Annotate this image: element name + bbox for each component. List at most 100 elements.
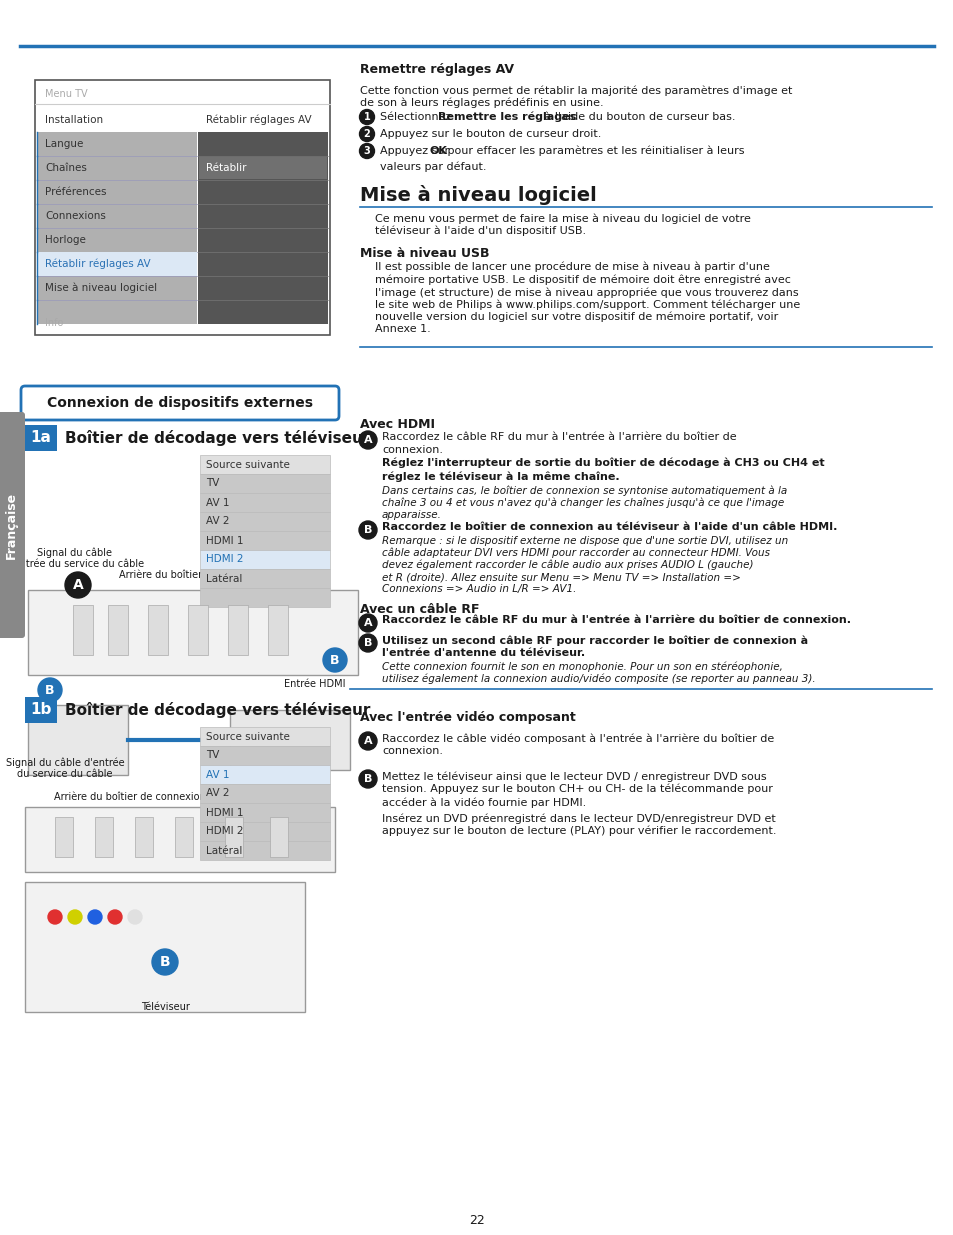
Text: téléviseur à l'aide d'un dispositif USB.: téléviseur à l'aide d'un dispositif USB. [375,226,585,236]
Text: Connexion de dispositifs externes: Connexion de dispositifs externes [47,396,313,410]
Bar [200,588,330,606]
Bar [55,818,73,857]
Text: réglez le téléviseur à la même chaîne.: réglez le téléviseur à la même chaîne. [381,471,619,482]
Text: Boîtier de décodage vers téléviseur: Boîtier de décodage vers téléviseur [65,430,370,446]
Text: Chaînes: Chaînes [45,163,87,173]
Text: Source suivante: Source suivante [206,731,290,741]
Text: A: A [363,435,372,445]
Text: Dans certains cas, le boîtier de connexion se syntonise automatiquement à la: Dans certains cas, le boîtier de connexi… [381,487,786,496]
Text: Raccordez le câble RF du mur à l'entrée à l'arrière du boîtier de connexion.: Raccordez le câble RF du mur à l'entrée … [381,615,850,625]
Text: Ce menu vous permet de faire la mise à niveau du logiciel de votre: Ce menu vous permet de faire la mise à n… [375,212,750,224]
Bar [25,806,335,872]
Text: Horloge: Horloge [45,235,86,245]
Bar [37,132,196,324]
Bar [25,882,305,1011]
Text: Arrière du boîtier de connexion: Arrière du boîtier de connexion [119,571,271,580]
Circle shape [152,948,178,974]
Bar [200,764,330,784]
Text: Raccordez le boîtier de connexion au téléviseur à l'aide d'un câble HDMI.: Raccordez le boîtier de connexion au tél… [381,522,837,532]
Text: Raccordez le câble vidéo composant à l'entrée à l'arrière du boîtier de: Raccordez le câble vidéo composant à l'e… [381,734,774,743]
Text: connexion.: connexion. [381,746,442,756]
Text: Entrée HDMI: Entrée HDMI [284,679,345,689]
Text: Raccordez le câble RF du mur à l'entrée à l'arrière du boîtier de: Raccordez le câble RF du mur à l'entrée … [381,432,736,442]
Text: A: A [72,578,83,592]
Text: 1a: 1a [30,431,51,446]
Text: AV 1: AV 1 [206,498,230,508]
Bar [268,605,288,655]
Text: Réglez l'interrupteur de sortie du boîtier de décodage à CH3 ou CH4 et: Réglez l'interrupteur de sortie du boîti… [381,458,823,468]
Text: B: B [363,638,372,648]
Text: Arrière du boîtier de connexion: Arrière du boîtier de connexion [54,792,206,802]
Text: AV 2: AV 2 [206,788,230,799]
Text: Avec un câble RF: Avec un câble RF [359,603,479,616]
Text: Mise à niveau logiciel: Mise à niveau logiciel [45,283,157,293]
Text: HDMI 1: HDMI 1 [206,808,243,818]
Circle shape [359,126,375,142]
Bar [135,818,152,857]
Bar [228,605,248,655]
Text: accéder à la vidéo fournie par HDMI.: accéder à la vidéo fournie par HDMI. [381,797,586,808]
Bar [225,818,243,857]
Text: HDMI 2: HDMI 2 [206,826,243,836]
Text: Remettre les réglages: Remettre les réglages [437,112,576,122]
Text: tension. Appuyez sur le bouton CH+ ou CH- de la télécommande pour: tension. Appuyez sur le bouton CH+ ou CH… [381,784,772,794]
Text: Avec l'entrée vidéo composant: Avec l'entrée vidéo composant [359,711,576,724]
Text: AV 1: AV 1 [206,769,230,779]
Circle shape [358,431,376,450]
Text: Avec HDMI: Avec HDMI [359,417,435,431]
Circle shape [358,732,376,750]
Text: Téléviseur: Téléviseur [140,1002,190,1011]
Text: Langue: Langue [45,140,83,149]
Text: Cette connexion fournit le son en monophonie. Pour un son en stéréophonie,: Cette connexion fournit le son en monoph… [381,662,782,673]
Text: TV: TV [206,478,219,489]
Text: B: B [363,774,372,784]
FancyBboxPatch shape [0,412,25,638]
Bar [108,605,128,655]
Circle shape [128,910,142,924]
Text: HDMI 2: HDMI 2 [206,555,243,564]
Bar [230,710,350,769]
Text: valeurs par défaut.: valeurs par défaut. [379,161,486,172]
Text: mémoire portative USB. Le dispositif de mémoire doit être enregistré avec: mémoire portative USB. Le dispositif de … [375,274,790,285]
Text: Signal du câble
d'entrée du service du câble: Signal du câble d'entrée du service du c… [6,547,145,569]
Text: B: B [159,955,171,969]
Text: Rétablir: Rétablir [206,163,246,173]
Circle shape [359,110,375,125]
Text: Mise à niveau USB: Mise à niveau USB [359,247,489,261]
Text: à l'aide du bouton de curseur bas.: à l'aide du bouton de curseur bas. [540,112,735,122]
Text: B: B [45,683,54,697]
Bar [25,425,57,451]
Text: Remettre réglages AV: Remettre réglages AV [359,63,514,75]
Circle shape [65,572,91,598]
Text: l'image (et structure) de mise à niveau appropriée que vous trouverez dans: l'image (et structure) de mise à niveau … [375,287,798,298]
Text: et R (droite). Allez ensuite sur Menu => Menu TV => Installation =>: et R (droite). Allez ensuite sur Menu =>… [381,572,740,582]
Bar [200,784,330,803]
Circle shape [108,910,122,924]
Text: Téléviseur: Téléviseur [41,706,90,718]
Bar [200,803,330,823]
Text: Rétablir réglages AV: Rétablir réglages AV [45,259,151,269]
Text: B: B [330,653,339,667]
Text: Cette fonction vous permet de rétablir la majorité des paramètres d'image et: Cette fonction vous permet de rétablir l… [359,85,792,95]
Bar [148,605,168,655]
Bar [28,590,357,676]
Text: Annexe 1.: Annexe 1. [375,325,431,335]
Text: Mise à niveau logiciel: Mise à niveau logiciel [359,185,597,205]
Text: Connexions: Connexions [45,211,106,221]
Bar [200,823,330,841]
Bar [200,841,330,860]
Text: câble adaptateur DVI vers HDMI pour raccorder au connecteur HDMI. Vous: câble adaptateur DVI vers HDMI pour racc… [381,548,769,558]
Text: Appuyez sur: Appuyez sur [379,146,452,156]
Text: Il est possible de lancer une procédure de mise à niveau à partir d'une: Il est possible de lancer une procédure … [375,262,769,273]
Bar [95,818,112,857]
Bar [270,818,288,857]
Text: nouvelle version du logiciel sur votre dispositif de mémoire portatif, voir: nouvelle version du logiciel sur votre d… [375,312,778,322]
Bar [200,727,330,746]
Bar [37,252,196,275]
Text: AV 2: AV 2 [206,516,230,526]
Circle shape [358,634,376,652]
Bar [28,705,128,776]
FancyBboxPatch shape [21,387,338,420]
Text: 2: 2 [363,128,370,140]
Circle shape [323,648,347,672]
